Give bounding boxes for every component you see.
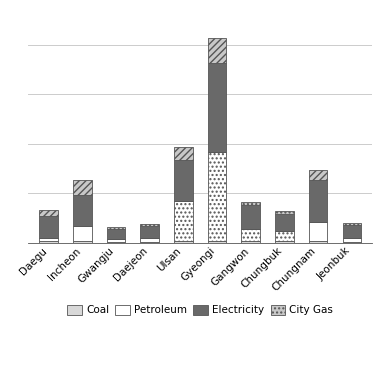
- Bar: [174, 159, 193, 201]
- Bar: [275, 214, 294, 231]
- Bar: [309, 180, 327, 221]
- Bar: [73, 226, 92, 241]
- Bar: [73, 195, 92, 226]
- Bar: [241, 205, 260, 229]
- Bar: [174, 241, 193, 243]
- Bar: [241, 241, 260, 243]
- Bar: [309, 221, 327, 241]
- Bar: [309, 241, 327, 243]
- Bar: [107, 229, 125, 239]
- Bar: [107, 242, 125, 243]
- Bar: [140, 238, 159, 242]
- Bar: [73, 241, 92, 243]
- Bar: [208, 63, 226, 152]
- Bar: [309, 170, 327, 180]
- Bar: [342, 242, 361, 243]
- Bar: [140, 224, 159, 226]
- Bar: [73, 180, 92, 195]
- Bar: [241, 229, 260, 241]
- Bar: [342, 225, 361, 238]
- Bar: [39, 210, 58, 216]
- Bar: [275, 241, 294, 243]
- Bar: [342, 223, 361, 225]
- Bar: [39, 216, 58, 238]
- Bar: [241, 202, 260, 205]
- Bar: [140, 242, 159, 243]
- Bar: [208, 38, 226, 63]
- Legend: Coal, Petroleum, Electricity, City Gas: Coal, Petroleum, Electricity, City Gas: [63, 301, 337, 320]
- Bar: [275, 231, 294, 241]
- Bar: [107, 239, 125, 242]
- Bar: [208, 152, 226, 241]
- Bar: [208, 241, 226, 243]
- Bar: [174, 201, 193, 241]
- Bar: [140, 226, 159, 238]
- Bar: [174, 147, 193, 159]
- Bar: [342, 238, 361, 242]
- Bar: [39, 238, 58, 241]
- Bar: [39, 241, 58, 243]
- Bar: [107, 228, 125, 229]
- Bar: [275, 211, 294, 214]
